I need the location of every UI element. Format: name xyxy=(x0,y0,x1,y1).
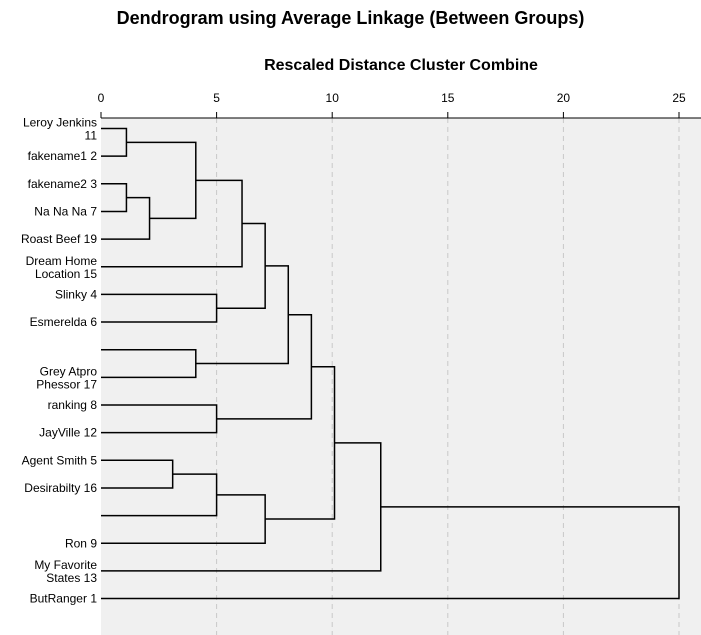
leaf-label: Agent Smith 5 xyxy=(22,453,98,467)
leaf-label: Dream Home Location 15 xyxy=(26,254,98,281)
leaf-label: Desirabilty 16 xyxy=(24,481,97,495)
x-tick-label: 15 xyxy=(441,91,455,105)
leaf-label: Esmerelda 6 xyxy=(30,315,98,329)
x-ticks: 0 5 10 15 20 25 xyxy=(98,91,686,118)
leaf-label: JayVille 12 xyxy=(39,426,97,440)
x-axis-title: Rescaled Distance Cluster Combine xyxy=(264,57,538,74)
leaf-label: Slinky 4 xyxy=(55,287,97,301)
x-tick-label: 10 xyxy=(326,91,340,105)
x-tick-label: 5 xyxy=(213,91,220,105)
leaf-label: Roast Beef 19 xyxy=(21,232,97,246)
leaf-label: Ron 9 xyxy=(65,536,97,550)
leaf-labels: Leroy Jenkins 11 fakename1 2 fakename2 3 Na … xyxy=(21,116,97,606)
leaf-label: Leroy Jenkins 11 xyxy=(23,116,97,143)
leaf-label: ranking 8 xyxy=(48,398,98,412)
leaf-label: Grey Atpro Phessor 17 xyxy=(36,364,97,391)
leaf-label: Na Na Na 7 xyxy=(34,204,97,218)
dendrogram-link xyxy=(101,506,680,600)
leaf-label: My Favorite States 13 xyxy=(34,558,97,585)
x-tick-label: 20 xyxy=(557,91,571,105)
dendrogram-links xyxy=(101,127,680,600)
x-tick-label: 25 xyxy=(672,91,686,105)
leaf-label: fakename2 3 xyxy=(28,177,98,191)
leaf-label: fakename1 2 xyxy=(28,149,98,163)
leaf-label: ButRanger 1 xyxy=(30,592,98,606)
x-tick-label: 0 xyxy=(98,91,105,105)
plot-area xyxy=(101,118,701,635)
chart-title: Dendrogram using Average Linkage (Betwee… xyxy=(116,8,585,28)
